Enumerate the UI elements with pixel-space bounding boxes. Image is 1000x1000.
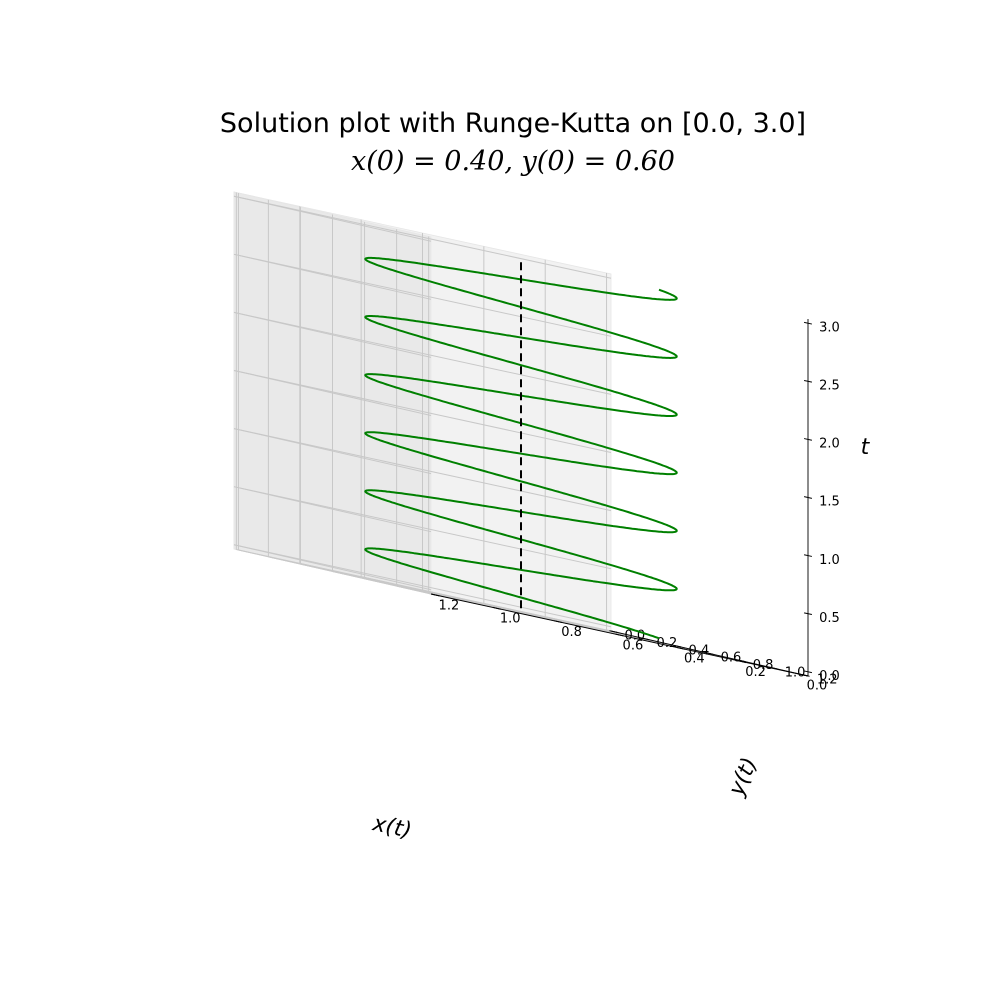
z-tick-label: 3.0 bbox=[819, 320, 840, 335]
z-tick-mark bbox=[803, 321, 813, 325]
y-tick-mark bbox=[737, 659, 746, 663]
x-tick-label: 0.8 bbox=[561, 625, 582, 640]
x-tick-label: 0.2 bbox=[745, 665, 766, 680]
y-tick-mark bbox=[801, 674, 810, 677]
z-tick-mark bbox=[803, 438, 813, 441]
grid-line-z-back bbox=[233, 544, 612, 628]
x-axis-label: x(t) bbox=[370, 811, 414, 844]
y-tick-mark bbox=[673, 644, 682, 648]
x-tick-label: 1.2 bbox=[439, 598, 460, 613]
x-tick-mark bbox=[738, 660, 747, 664]
y-tick-label: 0.2 bbox=[657, 636, 678, 651]
grid-line-z-side bbox=[233, 428, 432, 475]
z-tick-mark bbox=[803, 612, 813, 616]
y-tick-mark bbox=[609, 630, 618, 633]
grid-line-z-side bbox=[233, 311, 432, 358]
y-tick-label: 0.4 bbox=[689, 643, 710, 658]
z-tick-mark bbox=[803, 554, 813, 557]
grid-line-z-back bbox=[233, 486, 612, 570]
grid-line-z-side bbox=[233, 370, 432, 416]
z-axis-label: t bbox=[861, 435, 871, 460]
y-axis-label: y(t) bbox=[724, 754, 763, 801]
y-tick-mark bbox=[705, 652, 714, 655]
z-tick-label: 2.5 bbox=[819, 379, 840, 394]
y-tick-mark bbox=[641, 637, 650, 641]
y-tick-label: 0.6 bbox=[721, 651, 742, 666]
z-tick-mark bbox=[803, 670, 813, 674]
chart-subtitle: x(0) = 0.40, y(0) = 0.60 bbox=[351, 146, 675, 177]
grid-line-z-back bbox=[233, 195, 612, 279]
grid-line-z-side bbox=[233, 195, 432, 242]
z-tick-mark bbox=[803, 496, 813, 499]
grid-line-z-back bbox=[233, 311, 612, 395]
x-tick-label: 1.0 bbox=[500, 612, 521, 627]
y-tick-label: 1.2 bbox=[817, 673, 838, 688]
x-tick-label: 0.6 bbox=[623, 638, 644, 653]
y-tick-label: 0.8 bbox=[753, 658, 774, 673]
x-tick-mark bbox=[554, 620, 563, 624]
y-tick-mark bbox=[769, 666, 778, 670]
grid-line-z-back bbox=[233, 428, 612, 512]
grid-line-z-back bbox=[233, 370, 612, 453]
grid-line-z-back bbox=[233, 253, 612, 337]
x-tick-label: 0.0 bbox=[807, 678, 828, 693]
x-tick-mark bbox=[492, 606, 501, 610]
z-tick-label: 0.5 bbox=[819, 611, 840, 626]
grid-line-z-side bbox=[233, 253, 432, 300]
grid-line-z-side bbox=[233, 544, 432, 591]
grid-line-z-side bbox=[233, 486, 432, 533]
trajectory-curve bbox=[364, 256, 678, 640]
x-tick-mark bbox=[431, 593, 440, 597]
z-tick-mark bbox=[803, 379, 813, 383]
x-tick-label: 0.4 bbox=[684, 652, 705, 667]
x-tick-mark bbox=[615, 633, 624, 637]
y-tick-label: 1.0 bbox=[785, 665, 806, 680]
x-tick-mark bbox=[676, 646, 685, 650]
z-tick-label: 1.0 bbox=[819, 553, 840, 568]
z-tick-label: 0.0 bbox=[819, 669, 840, 684]
z-tick-label: 1.5 bbox=[819, 495, 840, 510]
z-tick-label: 2.0 bbox=[819, 437, 840, 452]
chart-title: Solution plot with Runge-Kutta on [0.0, … bbox=[219, 108, 807, 139]
